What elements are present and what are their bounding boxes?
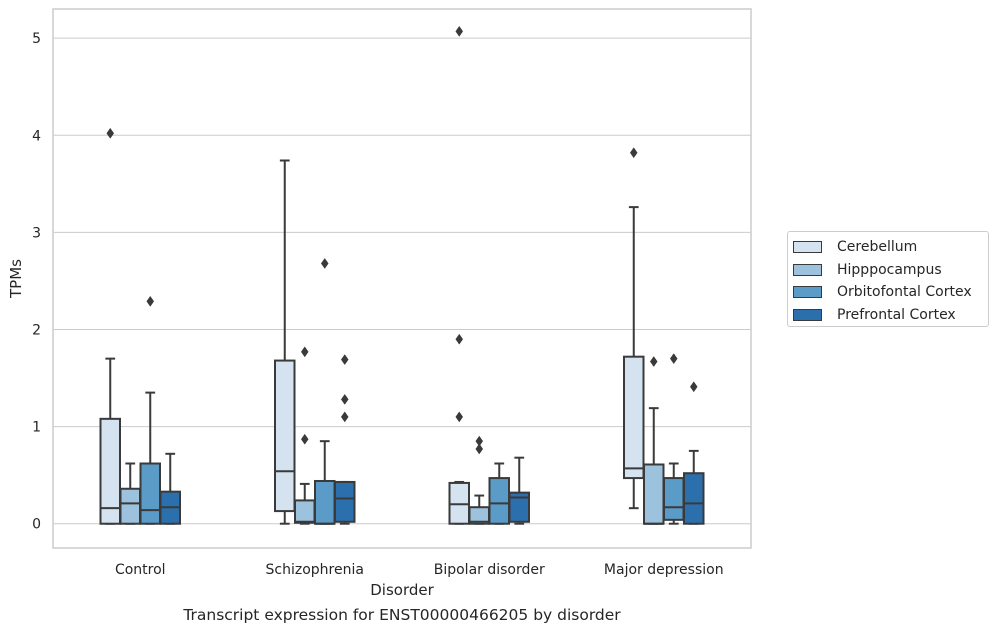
box: [643, 463, 665, 525]
legend-swatch-cerebellum: [793, 241, 822, 254]
y-tick-label: 1: [32, 420, 41, 436]
x-tick-label: Schizophrenia: [266, 562, 364, 578]
box: [508, 491, 530, 523]
legend-label-cerebellum: Cerebellum: [837, 239, 918, 256]
legend-item-cerebellum: Cerebellum: [793, 236, 988, 259]
x-tick-label: Bipolar disorder: [434, 562, 545, 578]
outlier-point: [320, 258, 329, 269]
x-axis-title: Disorder: [370, 581, 434, 599]
legend-swatch-prefrontal-cortex: [793, 308, 822, 321]
box: [119, 487, 141, 525]
outlier-point: [475, 435, 484, 447]
box: [294, 499, 316, 524]
box: [488, 477, 510, 525]
outlier-point: [475, 443, 484, 455]
plot-frame: [52, 8, 752, 549]
legend-item-prefrontal-cortex: Prefrontal Cortex: [793, 304, 988, 327]
y-tick-label: 0: [32, 517, 41, 533]
box: [683, 472, 705, 525]
outlier-point: [300, 346, 309, 358]
legend-item-hippocampus: Hipppocampus: [793, 259, 988, 282]
outlier-point: [629, 147, 638, 159]
y-axis-title: TPMs: [7, 259, 25, 299]
y-tick-label: 5: [32, 31, 41, 47]
outlier-point: [106, 127, 115, 139]
x-tick-label: Major depression: [604, 562, 724, 578]
box: [663, 477, 685, 521]
outlier-point: [649, 356, 658, 367]
legend-label-prefrontal-cortex: Prefrontal Cortex: [837, 306, 956, 323]
outlier-point: [300, 433, 309, 445]
x-tick-label: Control: [115, 562, 166, 578]
y-tick-label: 3: [32, 225, 41, 241]
legend: Cerebellum Hipppocampus Orbitofontal Cor…: [787, 231, 989, 327]
outlier-point: [455, 25, 464, 37]
y-tick-label: 2: [32, 322, 41, 338]
chart-caption: Transcript expression for ENST0000046620…: [183, 606, 621, 624]
legend-swatch-orbitofrontal-cortex: [793, 286, 822, 299]
box: [623, 355, 645, 480]
box: [334, 480, 356, 523]
legend-item-orbitofrontal-cortex: Orbitofontal Cortex: [793, 281, 988, 304]
outlier-point: [340, 411, 349, 423]
outlier-point: [340, 354, 349, 366]
outlier-point: [146, 295, 155, 307]
legend-swatch-hippocampus: [793, 263, 822, 276]
legend-label-orbitofrontal-cortex: Orbitofontal Cortex: [837, 284, 972, 301]
box: [139, 462, 161, 525]
box: [274, 359, 296, 513]
outlier-point: [669, 353, 678, 365]
outlier-point: [455, 411, 464, 423]
outlier-point: [340, 393, 349, 405]
box: [99, 417, 121, 525]
box: [314, 479, 336, 525]
legend-label-hippocampus: Hipppocampus: [837, 261, 942, 278]
y-tick-label: 4: [32, 128, 41, 144]
outlier-point: [455, 333, 464, 345]
outlier-point: [689, 381, 698, 393]
